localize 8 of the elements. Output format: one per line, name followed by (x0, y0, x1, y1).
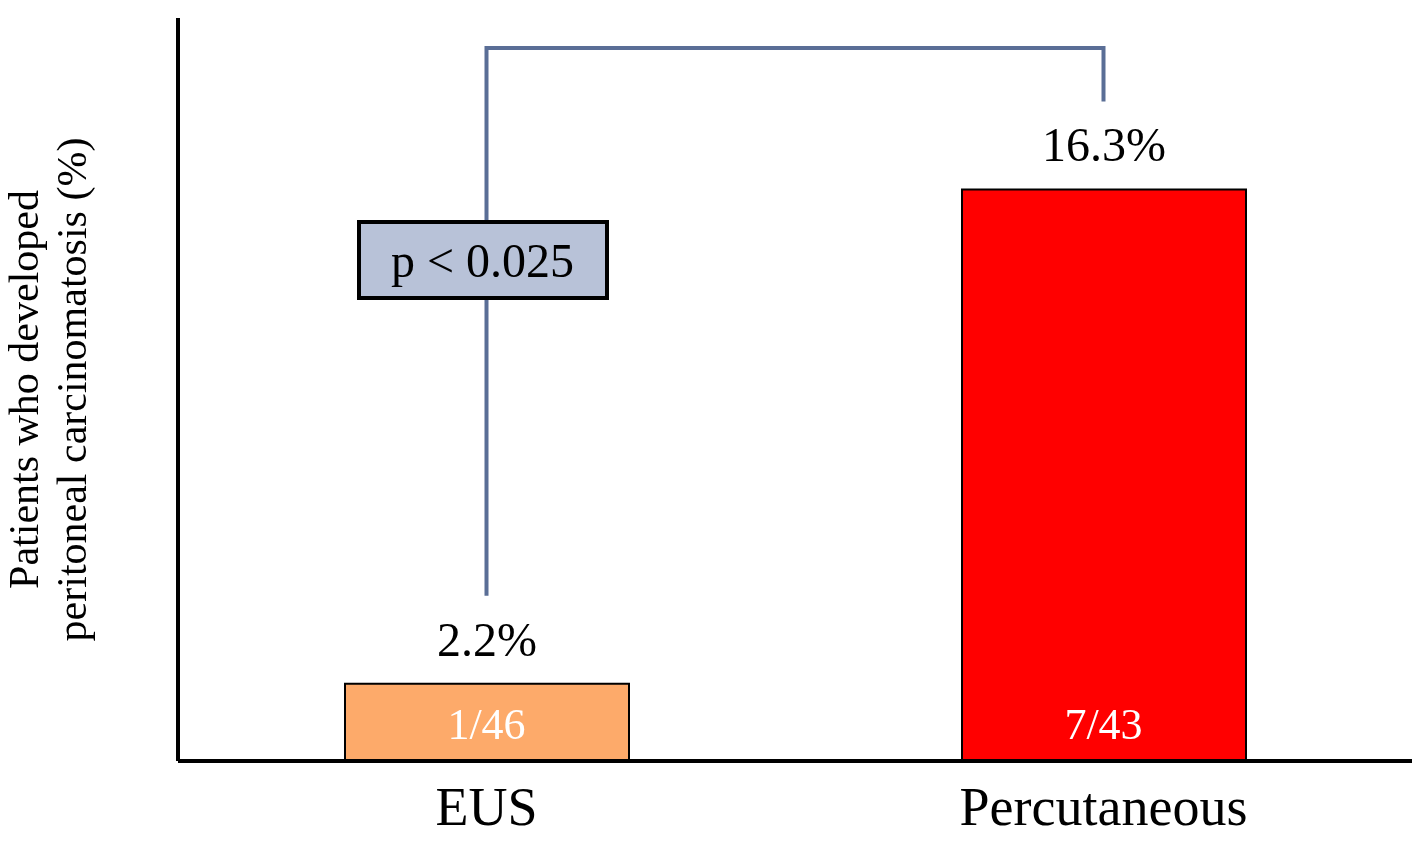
x-tick-label: Percutaneous (959, 777, 1248, 838)
annotation: 7/43 (1064, 700, 1143, 749)
annotation: 1/46 (447, 700, 526, 749)
data-label: 2.2% (437, 612, 537, 666)
data-label: 16.3% (1042, 118, 1166, 172)
x-tick-label: EUS (435, 777, 538, 838)
annotation: p < 0.025 (356, 220, 609, 300)
y-axis-title: Patients who developed peritoneal carcinomatosis (%) (1, 137, 96, 642)
